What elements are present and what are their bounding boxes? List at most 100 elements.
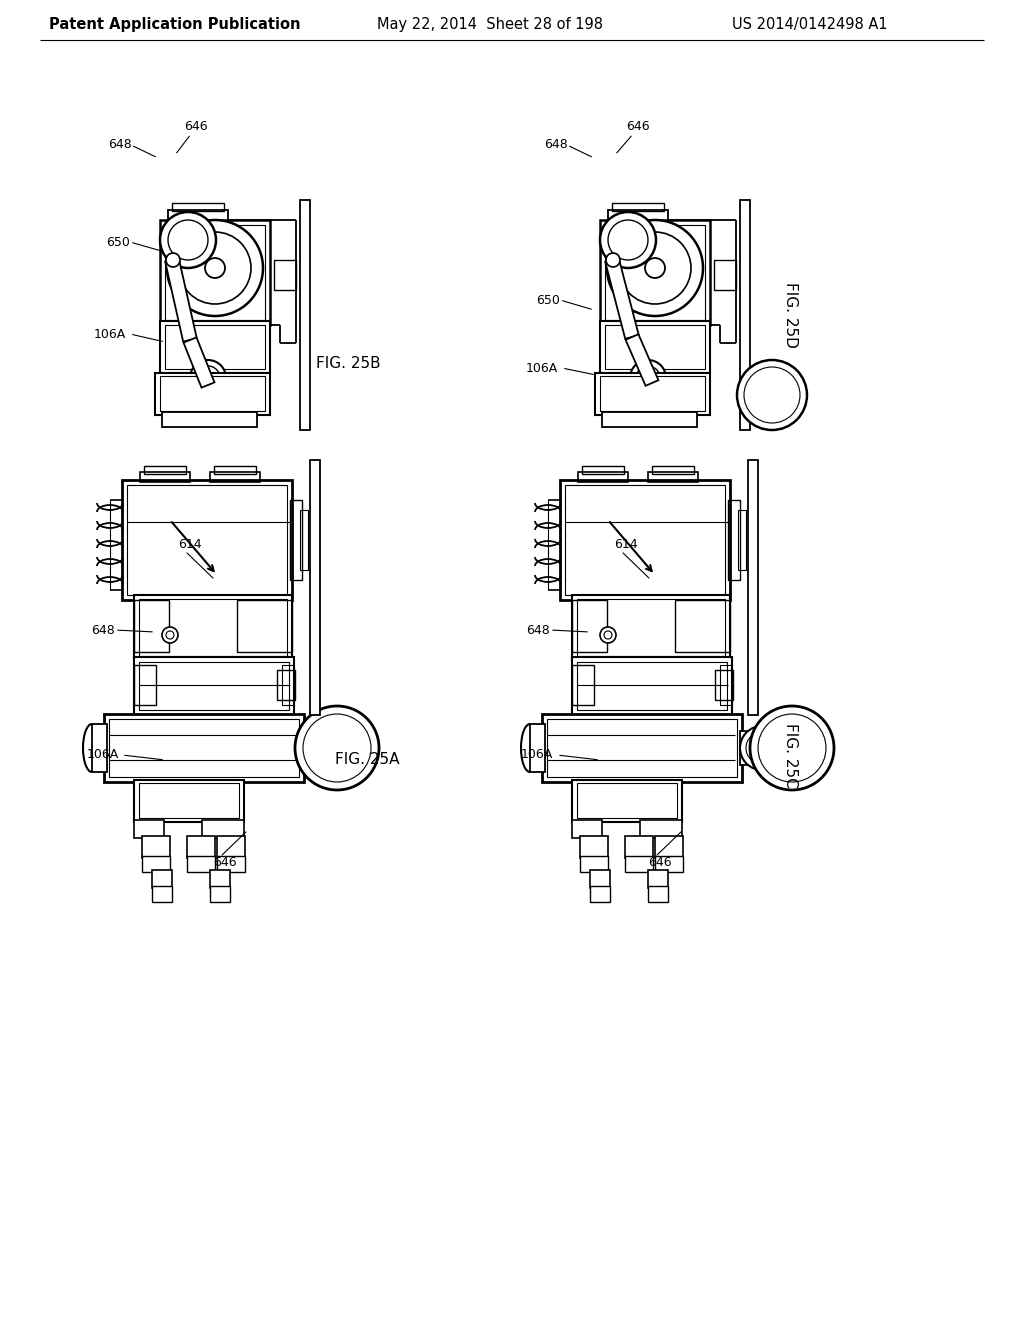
Bar (675, 601, 730, 652)
Bar (187, 836, 215, 858)
Bar (748, 459, 758, 715)
Circle shape (295, 706, 379, 789)
Bar (310, 459, 319, 715)
Text: US 2014/0142498 A1: US 2014/0142498 A1 (732, 16, 888, 32)
Bar (715, 671, 733, 700)
Circle shape (162, 627, 178, 643)
Bar (720, 665, 732, 705)
Bar (104, 714, 304, 781)
Bar (142, 836, 170, 858)
Text: 646: 646 (648, 857, 672, 870)
Bar (572, 657, 732, 715)
Bar (728, 500, 740, 579)
Bar (300, 201, 310, 430)
Bar (595, 374, 710, 414)
Bar (92, 723, 106, 772)
Text: 646: 646 (627, 120, 650, 133)
Bar (648, 870, 668, 888)
Bar (139, 599, 287, 656)
Text: 106A: 106A (94, 327, 126, 341)
Text: 106A: 106A (521, 748, 553, 762)
Circle shape (166, 253, 180, 267)
Bar (290, 500, 302, 579)
Text: 648: 648 (544, 139, 568, 152)
Text: 648: 648 (526, 623, 550, 636)
Bar (152, 886, 172, 902)
Text: 650: 650 (536, 293, 560, 306)
Bar (109, 719, 299, 777)
Text: 646: 646 (184, 120, 208, 133)
Bar (582, 466, 624, 474)
Bar (160, 220, 270, 325)
Text: 614: 614 (178, 539, 202, 552)
Bar (282, 665, 294, 705)
Bar (740, 731, 760, 766)
Bar (139, 663, 289, 710)
Bar (274, 260, 296, 290)
Bar (572, 820, 602, 838)
Text: 614: 614 (614, 539, 638, 552)
Bar (714, 260, 736, 290)
Circle shape (302, 726, 346, 770)
Bar (134, 820, 164, 838)
Bar (134, 657, 294, 715)
Bar (134, 780, 244, 822)
Circle shape (750, 706, 834, 789)
Bar (590, 886, 610, 902)
Bar (134, 595, 292, 660)
Text: FIG. 25D: FIG. 25D (782, 282, 798, 348)
Bar (560, 480, 730, 601)
Bar (217, 855, 245, 873)
Bar (648, 473, 698, 482)
Bar (572, 780, 682, 822)
Bar (652, 466, 694, 474)
Bar (602, 412, 697, 426)
Bar (127, 484, 287, 595)
Bar (168, 210, 228, 222)
Bar (625, 836, 653, 858)
Circle shape (737, 360, 807, 430)
Circle shape (167, 220, 263, 315)
Polygon shape (183, 338, 214, 388)
Bar (160, 321, 270, 374)
Bar (214, 466, 256, 474)
Bar (565, 484, 725, 595)
Bar (210, 473, 260, 482)
Bar (542, 714, 742, 781)
Text: 106A: 106A (87, 748, 119, 762)
Bar (612, 203, 664, 211)
Text: May 22, 2014  Sheet 28 of 198: May 22, 2014 Sheet 28 of 198 (377, 16, 603, 32)
Bar (608, 210, 668, 222)
Text: FIG. 25B: FIG. 25B (315, 356, 380, 371)
Text: 650: 650 (106, 235, 130, 248)
Bar (590, 870, 610, 888)
Text: FIG. 25C: FIG. 25C (782, 722, 798, 787)
Bar (210, 886, 230, 902)
Bar (142, 855, 170, 873)
Bar (605, 224, 705, 319)
Circle shape (600, 627, 616, 643)
Circle shape (160, 213, 216, 268)
Bar (122, 480, 292, 601)
Text: 648: 648 (109, 139, 132, 152)
Text: Patent Application Publication: Patent Application Publication (49, 16, 301, 32)
Bar (640, 820, 682, 838)
Polygon shape (165, 259, 197, 342)
Bar (655, 855, 683, 873)
Bar (162, 412, 257, 426)
Bar (300, 510, 308, 570)
Bar (600, 220, 710, 325)
Circle shape (607, 220, 703, 315)
Bar (172, 203, 224, 211)
Bar (139, 783, 239, 818)
Bar (572, 601, 607, 652)
Circle shape (740, 726, 784, 770)
Bar (547, 719, 737, 777)
Bar (605, 325, 705, 370)
Bar (577, 599, 725, 656)
Bar (165, 224, 265, 319)
Text: 648: 648 (91, 623, 115, 636)
Bar (530, 723, 545, 772)
Bar (152, 870, 172, 888)
Bar (217, 836, 245, 858)
